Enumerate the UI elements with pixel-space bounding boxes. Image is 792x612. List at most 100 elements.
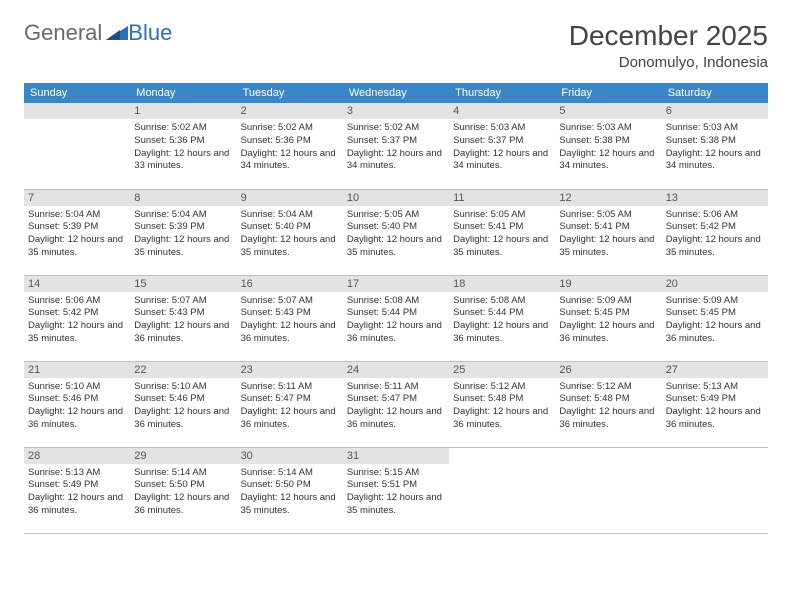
day-details: Sunrise: 5:11 AMSunset: 5:47 PMDaylight:…	[241, 381, 339, 432]
day-number-empty	[24, 103, 130, 119]
day-number: 22	[130, 362, 236, 378]
day-cell: 28 Sunrise: 5:13 AMSunset: 5:49 PMDayligh…	[24, 447, 130, 533]
day-number: 8	[130, 190, 236, 206]
day-cell: 9Sunrise: 5:04 AMSunset: 5:40 PMDaylight…	[237, 189, 343, 275]
day-details: Sunrise: 5:08 AMSunset: 5:44 PMDaylight:…	[453, 295, 551, 346]
week-row: 28 Sunrise: 5:13 AMSunset: 5:49 PMDayligh…	[24, 447, 768, 533]
day-cell: 20Sunrise: 5:09 AMSunset: 5:45 PMDayligh…	[662, 275, 768, 361]
day-number: 12	[555, 190, 661, 206]
day-cell: 13 Sunrise: 5:06 AMSunset: 5:42 PMDayligh…	[662, 189, 768, 275]
day-number: 28	[24, 448, 130, 464]
day-details: Sunrise: 5:10 AMSunset: 5:46 PMDaylight:…	[28, 381, 126, 432]
day-cell: 10 Sunrise: 5:05 AMSunset: 5:40 PMDayligh…	[343, 189, 449, 275]
day-details: Sunrise: 5:03 AMSunset: 5:38 PMDaylight:…	[666, 122, 764, 173]
day-details: Sunrise: 5:07 AMSunset: 5:43 PMDaylight:…	[241, 295, 339, 346]
day-cell: 2 Sunrise: 5:02 AMSunset: 5:36 PMDaylight…	[237, 103, 343, 189]
day-cell: 3 Sunrise: 5:02 AMSunset: 5:37 PMDaylight…	[343, 103, 449, 189]
day-header-thursday: Thursday	[449, 83, 555, 103]
day-number: 4	[449, 103, 555, 119]
day-number: 31	[343, 448, 449, 464]
day-details: Sunrise: 5:15 AMSunset: 5:51 PMDaylight:…	[347, 467, 445, 518]
day-cell: 4 Sunrise: 5:03 AMSunset: 5:37 PMDaylight…	[449, 103, 555, 189]
calendar-table: SundayMondayTuesdayWednesdayThursdayFrid…	[24, 83, 768, 534]
day-details: Sunrise: 5:06 AMSunset: 5:42 PMDaylight:…	[666, 209, 764, 260]
day-details: Sunrise: 5:12 AMSunset: 5:48 PMDaylight:…	[453, 381, 551, 432]
day-header-saturday: Saturday	[662, 83, 768, 103]
page-title: December 2025	[569, 20, 768, 52]
day-cell: 6 Sunrise: 5:03 AMSunset: 5:38 PMDaylight…	[662, 103, 768, 189]
day-cell	[662, 447, 768, 533]
day-details: Sunrise: 5:07 AMSunset: 5:43 PMDaylight:…	[134, 295, 232, 346]
day-number: 10	[343, 190, 449, 206]
day-details: Sunrise: 5:05 AMSunset: 5:40 PMDaylight:…	[347, 209, 445, 260]
day-number: 26	[555, 362, 661, 378]
day-cell: 30Sunrise: 5:14 AMSunset: 5:50 PMDayligh…	[237, 447, 343, 533]
day-number: 2	[237, 103, 343, 119]
day-number: 13	[662, 190, 768, 206]
logo-text-blue: Blue	[128, 20, 172, 46]
week-row: 14Sunrise: 5:06 AMSunset: 5:42 PMDayligh…	[24, 275, 768, 361]
day-number: 25	[449, 362, 555, 378]
day-number: 23	[237, 362, 343, 378]
title-block: December 2025 Donomulyo, Indonesia	[569, 20, 768, 71]
day-number: 3	[343, 103, 449, 119]
day-details: Sunrise: 5:03 AMSunset: 5:37 PMDaylight:…	[453, 122, 551, 173]
day-details: Sunrise: 5:09 AMSunset: 5:45 PMDaylight:…	[559, 295, 657, 346]
calendar-body: 1 Sunrise: 5:02 AMSunset: 5:36 PMDaylight…	[24, 103, 768, 533]
day-cell: 17 Sunrise: 5:08 AMSunset: 5:44 PMDayligh…	[343, 275, 449, 361]
day-number: 29	[130, 448, 236, 464]
day-cell: 19 Sunrise: 5:09 AMSunset: 5:45 PMDayligh…	[555, 275, 661, 361]
day-details: Sunrise: 5:02 AMSunset: 5:37 PMDaylight:…	[347, 122, 445, 173]
day-cell: 11Sunrise: 5:05 AMSunset: 5:41 PMDayligh…	[449, 189, 555, 275]
logo: General Blue	[24, 20, 172, 46]
logo-triangle-icon	[106, 20, 128, 46]
day-number: 21	[24, 362, 130, 378]
day-details: Sunrise: 5:02 AMSunset: 5:36 PMDaylight:…	[241, 122, 339, 173]
day-cell: 18 Sunrise: 5:08 AMSunset: 5:44 PMDayligh…	[449, 275, 555, 361]
day-cell: 7 Sunrise: 5:04 AMSunset: 5:39 PMDaylight…	[24, 189, 130, 275]
day-details: Sunrise: 5:04 AMSunset: 5:40 PMDaylight:…	[241, 209, 339, 260]
day-cell: 24Sunrise: 5:11 AMSunset: 5:47 PMDayligh…	[343, 361, 449, 447]
day-details: Sunrise: 5:04 AMSunset: 5:39 PMDaylight:…	[28, 209, 126, 260]
day-number: 11	[449, 190, 555, 206]
day-number: 16	[237, 276, 343, 292]
day-cell: 29Sunrise: 5:14 AMSunset: 5:50 PMDayligh…	[130, 447, 236, 533]
day-details: Sunrise: 5:08 AMSunset: 5:44 PMDaylight:…	[347, 295, 445, 346]
day-cell: 23 Sunrise: 5:11 AMSunset: 5:47 PMDayligh…	[237, 361, 343, 447]
day-cell	[555, 447, 661, 533]
day-header-friday: Friday	[555, 83, 661, 103]
day-cell: 12Sunrise: 5:05 AMSunset: 5:41 PMDayligh…	[555, 189, 661, 275]
week-row: 21Sunrise: 5:10 AMSunset: 5:46 PMDayligh…	[24, 361, 768, 447]
day-number: 24	[343, 362, 449, 378]
day-cell	[24, 103, 130, 189]
day-cell: 8Sunrise: 5:04 AMSunset: 5:39 PMDaylight…	[130, 189, 236, 275]
calendar-header: SundayMondayTuesdayWednesdayThursdayFrid…	[24, 83, 768, 103]
day-cell: 5 Sunrise: 5:03 AMSunset: 5:38 PMDaylight…	[555, 103, 661, 189]
day-details: Sunrise: 5:03 AMSunset: 5:38 PMDaylight:…	[559, 122, 657, 173]
day-number: 1	[130, 103, 236, 119]
day-cell: 14Sunrise: 5:06 AMSunset: 5:42 PMDayligh…	[24, 275, 130, 361]
day-details: Sunrise: 5:13 AMSunset: 5:49 PMDaylight:…	[666, 381, 764, 432]
day-number: 27	[662, 362, 768, 378]
day-details: Sunrise: 5:13 AMSunset: 5:49 PMDaylight:…	[28, 467, 126, 518]
week-row: 7 Sunrise: 5:04 AMSunset: 5:39 PMDaylight…	[24, 189, 768, 275]
day-details: Sunrise: 5:10 AMSunset: 5:46 PMDaylight:…	[134, 381, 232, 432]
day-number: 17	[343, 276, 449, 292]
day-cell: 31 Sunrise: 5:15 AMSunset: 5:51 PMDayligh…	[343, 447, 449, 533]
day-details: Sunrise: 5:06 AMSunset: 5:42 PMDaylight:…	[28, 295, 126, 346]
day-details: Sunrise: 5:02 AMSunset: 5:36 PMDaylight:…	[134, 122, 232, 173]
day-number: 19	[555, 276, 661, 292]
location-text: Donomulyo, Indonesia	[569, 54, 768, 71]
day-number: 30	[237, 448, 343, 464]
day-number: 5	[555, 103, 661, 119]
day-number: 18	[449, 276, 555, 292]
day-header-monday: Monday	[130, 83, 236, 103]
day-cell: 16 Sunrise: 5:07 AMSunset: 5:43 PMDayligh…	[237, 275, 343, 361]
day-cell: 21 Sunrise: 5:10 AMSunset: 5:46 PMDayligh…	[24, 361, 130, 447]
header: General Blue December 2025 Donomulyo, In…	[24, 20, 768, 71]
day-header-wednesday: Wednesday	[343, 83, 449, 103]
day-cell: 25 Sunrise: 5:12 AMSunset: 5:48 PMDayligh…	[449, 361, 555, 447]
day-number: 6	[662, 103, 768, 119]
day-number: 7	[24, 190, 130, 206]
day-number: 20	[662, 276, 768, 292]
